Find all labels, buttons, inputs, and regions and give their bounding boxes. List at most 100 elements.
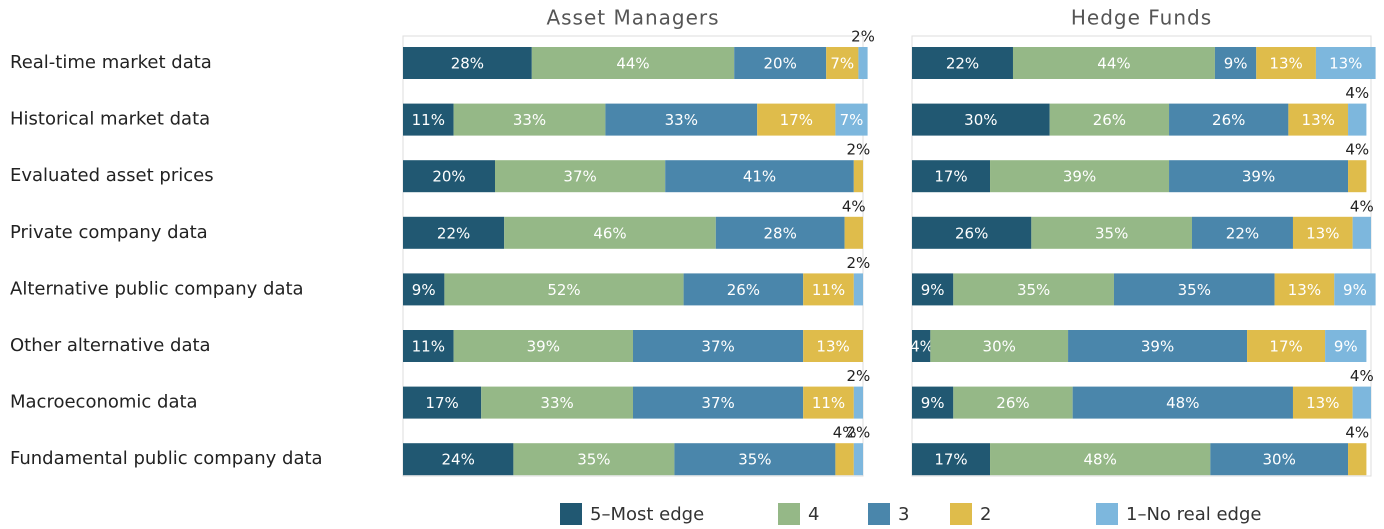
data-label: 46% — [593, 224, 626, 242]
data-label: 20% — [432, 168, 465, 186]
bar-segment — [1288, 103, 1349, 136]
bar-segment — [403, 443, 514, 476]
bar-segment — [853, 160, 863, 193]
bar-segment — [1274, 273, 1335, 306]
data-label: 33% — [513, 111, 546, 129]
bar-segment — [953, 386, 1073, 419]
data-label: 37% — [563, 168, 596, 186]
category-label: Alternative public company data — [10, 278, 304, 299]
bar-segment — [1068, 330, 1248, 362]
bar-segment — [912, 47, 1013, 79]
bar-segment — [803, 330, 863, 362]
bar-segment — [803, 273, 854, 306]
bar-segment — [1348, 160, 1367, 193]
bar-segment — [835, 103, 868, 136]
bar-segment — [504, 216, 716, 249]
bar-segment — [1169, 103, 1289, 136]
data-label: 44% — [616, 55, 649, 73]
bar-segment — [912, 443, 991, 476]
bar-segment — [605, 103, 758, 136]
bar-segment — [1348, 103, 1367, 136]
data-label: 26% — [727, 281, 760, 299]
data-label: 39% — [1242, 168, 1275, 186]
legend-swatch — [950, 503, 972, 525]
bar-segment — [1292, 216, 1353, 249]
data-label: 28% — [764, 224, 797, 242]
data-label: 9% — [1343, 281, 1367, 299]
data-label: 35% — [1017, 281, 1050, 299]
bar-segment — [403, 160, 495, 193]
bar-segment — [1012, 47, 1215, 79]
bar-segment — [1352, 386, 1371, 419]
data-label: 9% — [1224, 55, 1248, 73]
data-label: 4% — [910, 338, 934, 356]
bar-segment — [665, 160, 854, 193]
data-label: 20% — [764, 55, 797, 73]
bar-segment — [1325, 330, 1367, 362]
data-label: 2% — [847, 254, 871, 272]
data-label: 11% — [812, 394, 845, 412]
bar-segment — [853, 443, 863, 476]
bar-segment — [1214, 47, 1257, 79]
bar-segment — [734, 47, 827, 79]
data-label: 22% — [1226, 224, 1259, 242]
data-label: 13% — [1269, 55, 1302, 73]
bar-segment — [1315, 47, 1376, 79]
bar-segment — [453, 330, 633, 362]
bar-segment — [853, 386, 863, 419]
bar-segment — [912, 103, 1050, 136]
data-label: 13% — [1329, 55, 1362, 73]
data-label: 7% — [840, 111, 864, 129]
data-label: 4% — [1350, 197, 1374, 215]
data-label: 35% — [577, 451, 610, 469]
data-label: 37% — [701, 338, 734, 356]
bar-segment — [912, 160, 991, 193]
category-label: Other alternative data — [10, 335, 211, 356]
data-label: 22% — [946, 55, 979, 73]
data-label: 17% — [934, 168, 967, 186]
data-label: 26% — [996, 394, 1029, 412]
bar-segment — [403, 330, 454, 362]
data-label: 17% — [780, 111, 813, 129]
data-label: 2% — [847, 367, 871, 385]
category-label: Evaluated asset prices — [10, 165, 214, 186]
legend-label: 2 — [980, 504, 991, 525]
bar-segment — [683, 273, 804, 306]
data-label: 52% — [547, 281, 580, 299]
bar-segment — [803, 386, 854, 419]
data-label: 39% — [1141, 338, 1174, 356]
bar-segment — [1031, 216, 1192, 249]
bar-segment — [403, 386, 482, 419]
bar-segment — [1049, 103, 1170, 136]
data-label: 4% — [842, 197, 866, 215]
data-label: 37% — [701, 394, 734, 412]
data-label: 26% — [955, 224, 988, 242]
data-label: 9% — [921, 281, 945, 299]
bar-segment — [1247, 330, 1326, 362]
bar-segment — [1348, 443, 1367, 476]
data-label: 9% — [1334, 338, 1358, 356]
bar-segment — [481, 386, 633, 419]
bar-segment — [1334, 273, 1376, 306]
data-label: 44% — [1097, 55, 1130, 73]
bar-segment — [403, 103, 454, 136]
data-label: 2% — [847, 424, 871, 442]
bar-segment — [953, 273, 1114, 306]
bar-segment — [858, 47, 868, 79]
data-label: 17% — [425, 394, 458, 412]
bar-segment — [912, 273, 954, 306]
data-label: 24% — [442, 451, 475, 469]
data-label: 17% — [934, 451, 967, 469]
data-label: 2% — [847, 141, 871, 159]
data-label: 13% — [1306, 394, 1339, 412]
legend-swatch — [868, 503, 890, 525]
data-label: 13% — [1302, 111, 1335, 129]
legend-label: 1–No real edge — [1126, 504, 1261, 525]
data-label: 11% — [412, 338, 445, 356]
data-label: 4% — [1345, 141, 1369, 159]
bar-segment — [835, 443, 854, 476]
data-label: 13% — [1288, 281, 1321, 299]
data-label: 2% — [851, 28, 875, 46]
data-label: 28% — [451, 55, 484, 73]
bar-segment — [826, 47, 859, 79]
